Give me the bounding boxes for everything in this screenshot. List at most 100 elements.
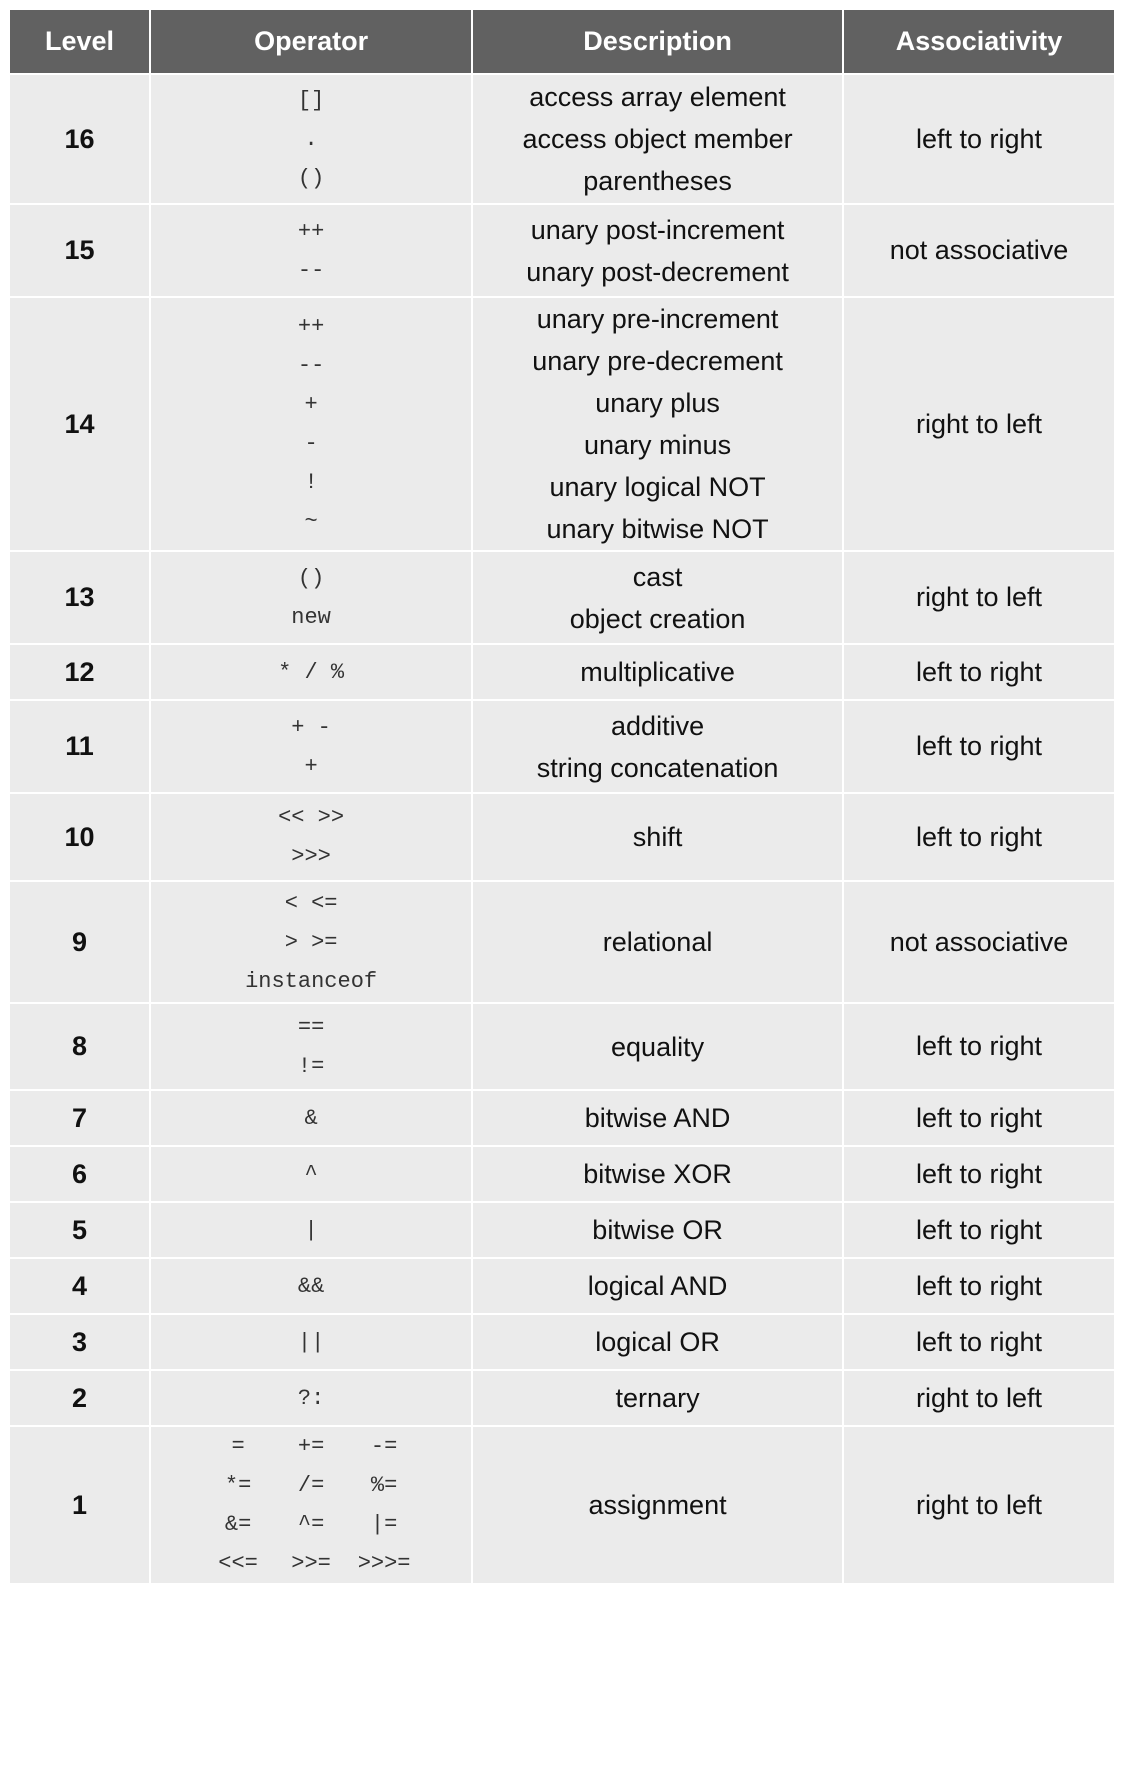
level-cell: 5 bbox=[7, 1201, 152, 1259]
operator-cell: & bbox=[149, 1089, 474, 1147]
level-cell: 4 bbox=[7, 1257, 152, 1315]
operator-symbol: + bbox=[304, 753, 318, 779]
operator-symbol: instanceof bbox=[245, 968, 378, 994]
level-cell: 6 bbox=[7, 1145, 152, 1203]
operator-symbol: | bbox=[304, 1217, 318, 1243]
description-cell: additive string concatenation bbox=[471, 699, 845, 794]
table-row: 5 | bitwise OR left to right bbox=[7, 1201, 1116, 1259]
level-cell: 8 bbox=[7, 1002, 152, 1091]
description-cell: ternary bbox=[471, 1369, 845, 1427]
description-cell: logical OR bbox=[471, 1313, 845, 1371]
operator-symbol: < <= bbox=[284, 890, 338, 916]
description-text: additive bbox=[611, 710, 705, 741]
associativity-cell: left to right bbox=[842, 1089, 1116, 1147]
operator-symbol: () bbox=[297, 565, 325, 591]
operator-symbol: & bbox=[304, 1105, 318, 1131]
operator-cell: () new bbox=[149, 550, 474, 645]
associativity-cell: left to right bbox=[842, 1002, 1116, 1091]
description-cell: unary post-increment unary post-decrement bbox=[471, 203, 845, 298]
operator-cell: == != bbox=[149, 1002, 474, 1091]
operator-symbol: >>= bbox=[291, 1551, 331, 1576]
operator-cell: || bbox=[149, 1313, 474, 1371]
associativity-cell: right to left bbox=[842, 1425, 1116, 1585]
operator-symbol: -- bbox=[297, 257, 325, 283]
operator-symbol: ++ bbox=[297, 218, 325, 244]
description-cell: equality bbox=[471, 1002, 845, 1091]
description-cell: assignment bbox=[471, 1425, 845, 1585]
table-row: 12 * / % multiplicative left to right bbox=[7, 643, 1116, 701]
level-cell: 10 bbox=[7, 792, 152, 882]
operator-symbol: = bbox=[231, 1434, 245, 1459]
description-text: unary logical NOT bbox=[549, 472, 766, 502]
description-text: equality bbox=[611, 1031, 705, 1062]
level-cell: 7 bbox=[7, 1089, 152, 1147]
associativity-cell: not associative bbox=[842, 880, 1116, 1004]
level-cell: 1 bbox=[7, 1425, 152, 1585]
description-text: multiplicative bbox=[580, 657, 735, 687]
description-text: unary bitwise NOT bbox=[546, 514, 769, 544]
description-text: parentheses bbox=[583, 166, 732, 196]
table-row: 15 ++ -- unary post-increment unary post-dec… bbox=[7, 203, 1116, 298]
operator-cell: * / % bbox=[149, 643, 474, 701]
table-row: 7 & bitwise AND left to right bbox=[7, 1089, 1116, 1147]
associativity-cell: left to right bbox=[842, 1201, 1116, 1259]
header-description: Description bbox=[471, 8, 845, 75]
associativity-cell: left to right bbox=[842, 1145, 1116, 1203]
operator-symbol: [] bbox=[297, 87, 325, 113]
description-text: shift bbox=[632, 822, 683, 852]
table-row: 8 == != equality left to right bbox=[7, 1002, 1116, 1091]
description-text: access object member bbox=[522, 124, 793, 154]
operator-symbol: ?: bbox=[297, 1385, 325, 1411]
operator-symbol: ~ bbox=[304, 509, 318, 534]
table-row: 1 = += -= *= /= %= &= ^= |= <<= >>= >>>= assignment ri… bbox=[7, 1425, 1116, 1585]
table-row: 3 || logical OR left to right bbox=[7, 1313, 1116, 1371]
level-cell: 11 bbox=[7, 699, 152, 794]
associativity-cell: left to right bbox=[842, 1257, 1116, 1315]
associativity-cell: right to left bbox=[842, 550, 1116, 645]
header-row: Level Operator Description Associativity bbox=[7, 8, 1116, 75]
operator-cell: = += -= *= /= %= &= ^= |= <<= >>= >>>= bbox=[149, 1425, 474, 1585]
operator-symbol: != bbox=[297, 1053, 325, 1079]
level-cell: 3 bbox=[7, 1313, 152, 1371]
associativity-cell: left to right bbox=[842, 643, 1116, 701]
description-text: unary post-increment bbox=[530, 214, 785, 245]
table-row: 2?: ternary right to left bbox=[7, 1369, 1116, 1427]
description-cell: access array element access object member… bbox=[471, 73, 845, 205]
description-text: bitwise OR bbox=[592, 1215, 723, 1245]
description-cell: bitwise OR bbox=[471, 1201, 845, 1259]
operator-symbol: * / % bbox=[278, 659, 345, 685]
operator-cell: ++ -- + -! ~ bbox=[149, 296, 474, 552]
description-cell: cast object creation bbox=[471, 550, 845, 645]
level-cell: 9 bbox=[7, 880, 152, 1004]
description-text: logical OR bbox=[595, 1327, 720, 1357]
operator-symbol: new bbox=[291, 604, 331, 630]
header-level: Level bbox=[7, 8, 152, 75]
operator-symbol: /= bbox=[297, 1473, 325, 1498]
operator-cell: []. () bbox=[149, 73, 474, 205]
operator-symbol: ^= bbox=[297, 1512, 325, 1537]
operator-symbol: &= bbox=[224, 1512, 252, 1537]
operator-symbol: ^ bbox=[304, 1161, 318, 1187]
associativity-cell: right to left bbox=[842, 296, 1116, 552]
table-row: 4 && logical AND left to right bbox=[7, 1257, 1116, 1315]
level-cell: 13 bbox=[7, 550, 152, 645]
operator-symbol: %= bbox=[370, 1473, 398, 1498]
description-cell: relational bbox=[471, 880, 845, 1004]
operator-cell: | bbox=[149, 1201, 474, 1259]
description-cell: multiplicative bbox=[471, 643, 845, 701]
associativity-cell: left to right bbox=[842, 1313, 1116, 1371]
description-text: unary pre-increment bbox=[536, 304, 779, 334]
operator-symbol: <<= bbox=[218, 1551, 258, 1576]
description-cell: logical AND bbox=[471, 1257, 845, 1315]
operator-symbol: |= bbox=[370, 1512, 398, 1537]
level-cell: 12 bbox=[7, 643, 152, 701]
operator-symbol: *= bbox=[224, 1473, 252, 1498]
operator-symbol: ++ bbox=[297, 314, 325, 339]
description-text: bitwise XOR bbox=[583, 1159, 732, 1189]
operator-grid: = += -= *= /= %= &= ^= |= <<= >>= >>>= bbox=[204, 1427, 418, 1583]
description-text: ternary bbox=[615, 1383, 700, 1413]
operator-symbol: == bbox=[297, 1014, 325, 1040]
description-text: relational bbox=[602, 927, 713, 957]
operator-symbol: . bbox=[304, 126, 318, 152]
description-text: string concatenation bbox=[536, 752, 779, 783]
